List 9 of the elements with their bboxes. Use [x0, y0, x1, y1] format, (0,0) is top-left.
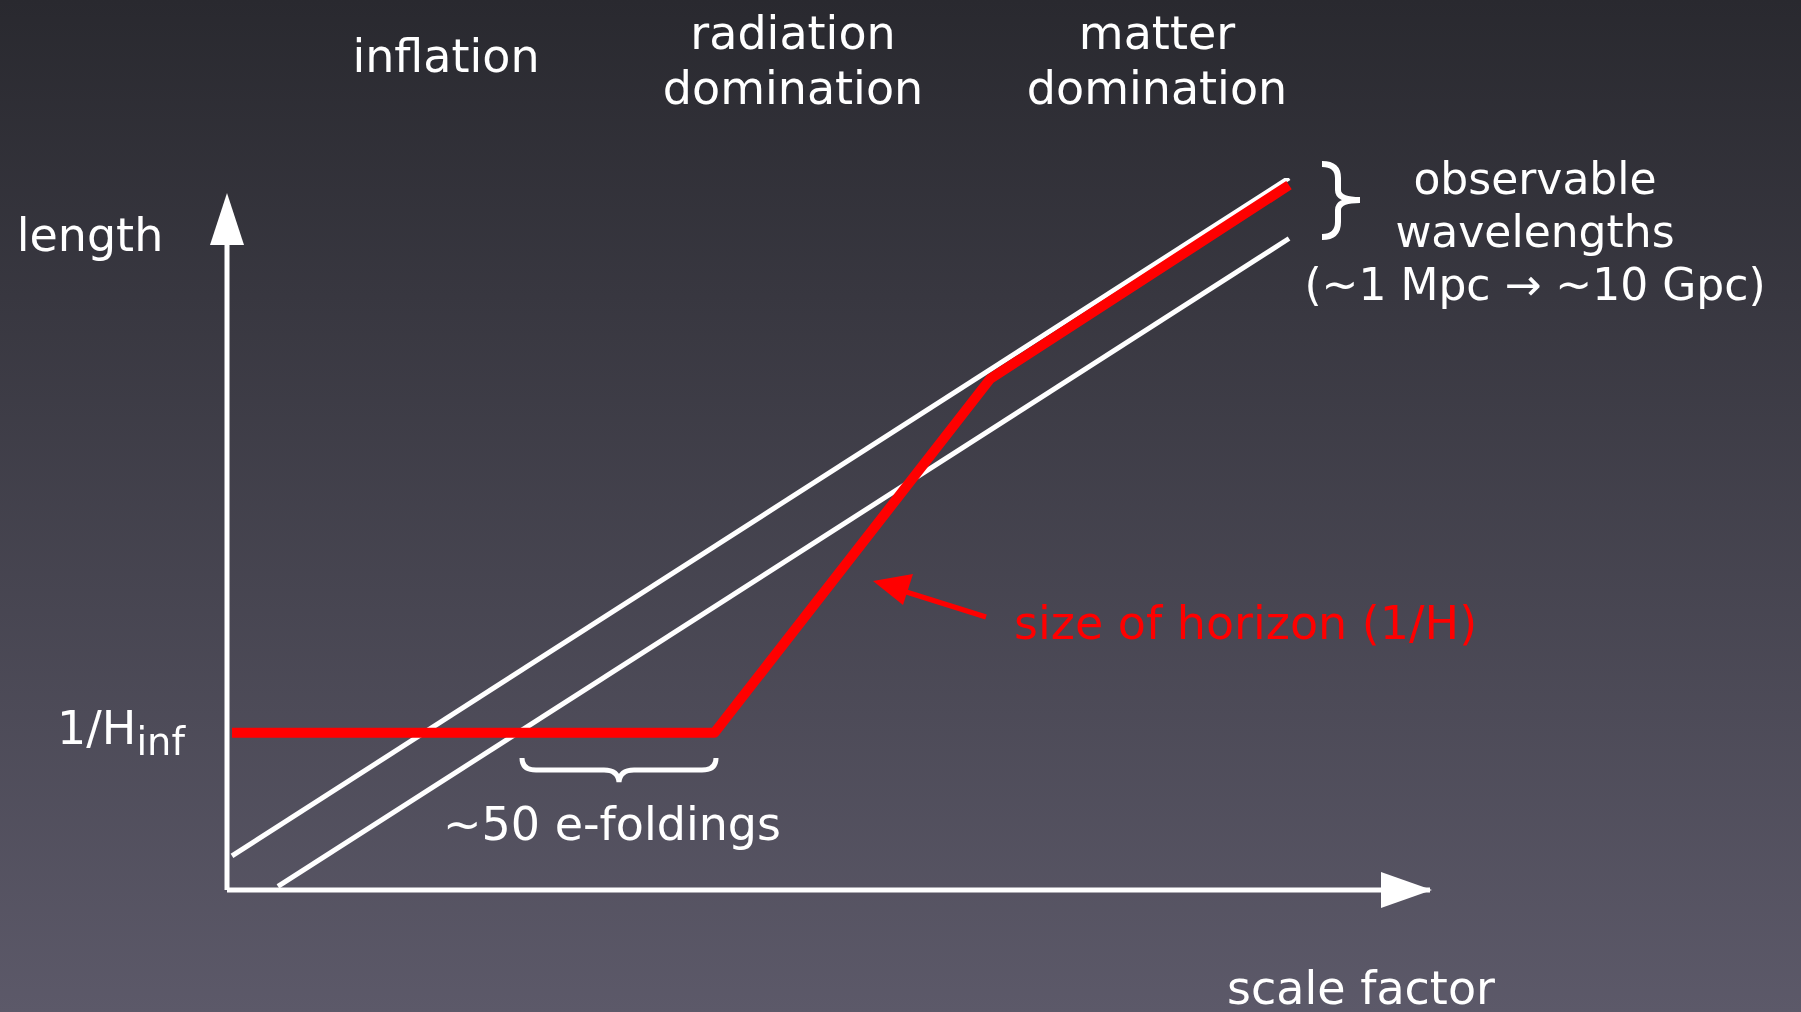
text: radiation domination [662, 5, 924, 117]
text: observable wavelengths (~1 Mpc → ~10 Gpc) [1304, 152, 1766, 312]
text: 1/H$_{inf}$ [57, 701, 185, 765]
x-axis-title: scale factor [1227, 961, 1495, 1012]
text: matter domination [1026, 5, 1288, 117]
annotation: size of horizon (1/H) [1014, 596, 1478, 652]
y-axis-title: length [16, 208, 164, 262]
annotation: ~50 e-foldings [442, 797, 782, 853]
text: inflation [352, 29, 540, 85]
